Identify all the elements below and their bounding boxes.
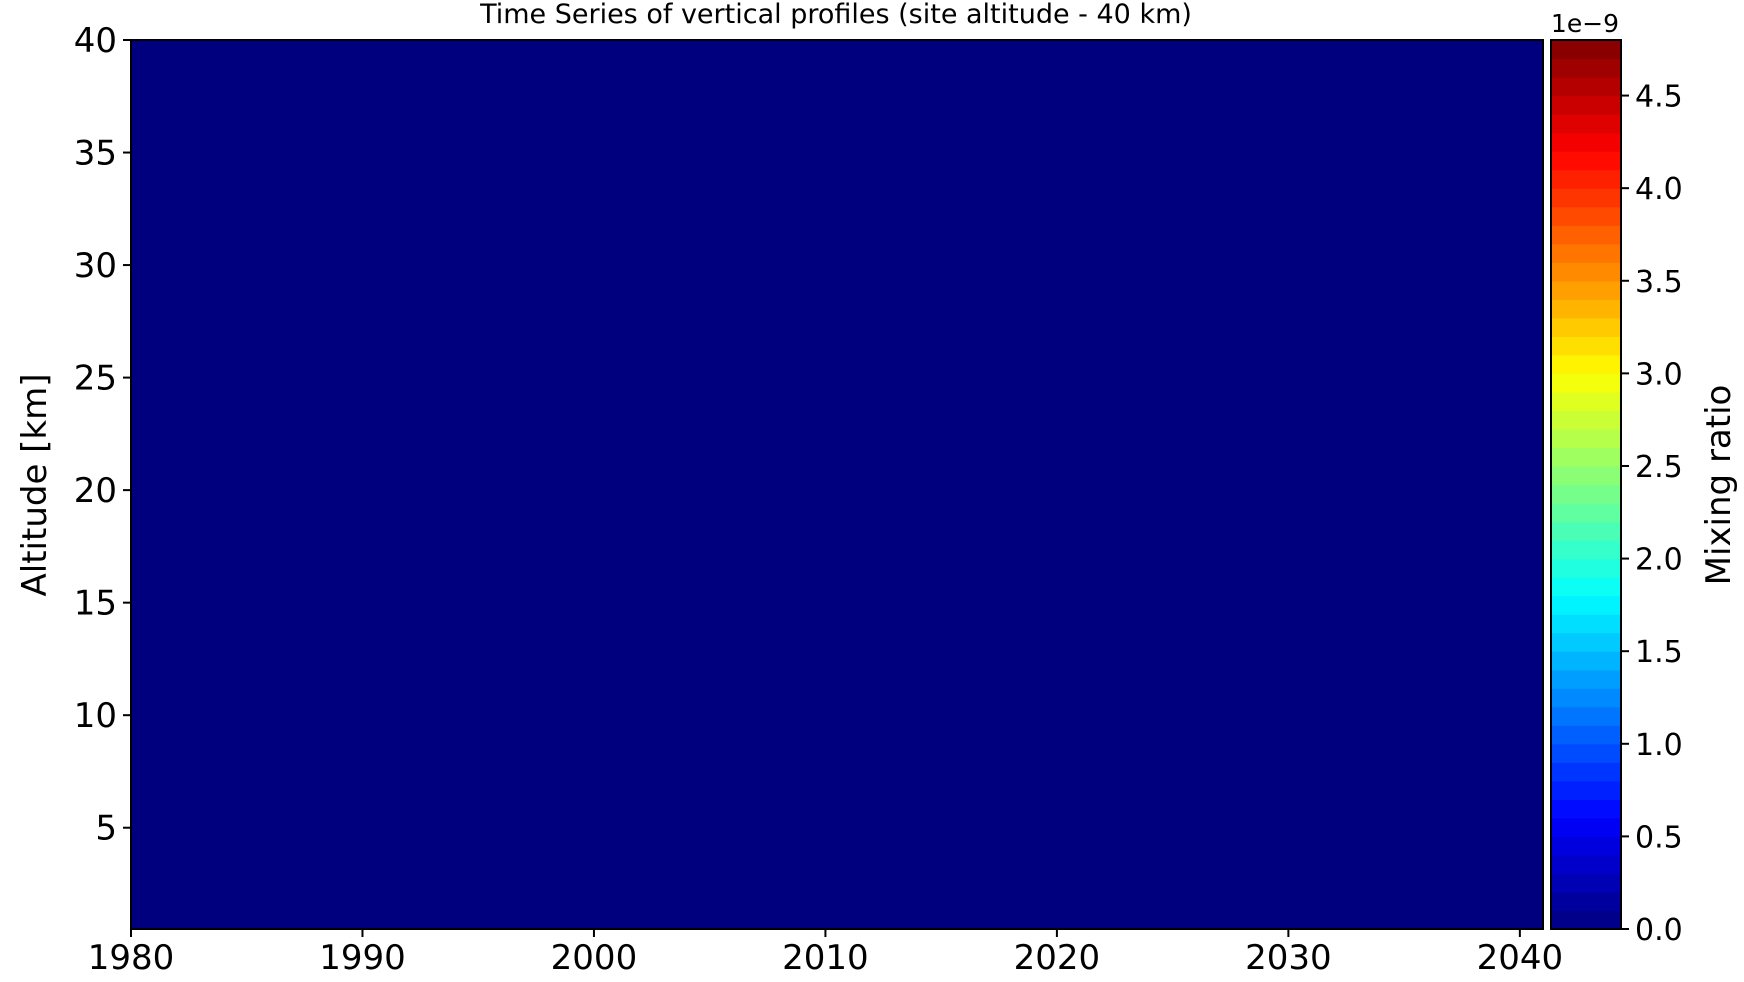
colorbar-band (1551, 428, 1621, 449)
colorbar-band (1551, 577, 1621, 597)
y-tick-label: 30 (74, 246, 117, 286)
heatmap-field (131, 40, 1543, 929)
colorbar-band (1551, 651, 1621, 671)
colorbar-band (1551, 780, 1621, 800)
colorbar-tick-label: 3.5 (1635, 265, 1683, 300)
colorbar-band (1551, 817, 1621, 837)
colorbar-band (1551, 614, 1621, 634)
colorbar-tick-label: 3.0 (1635, 357, 1683, 392)
colorbar-band (1551, 336, 1621, 356)
y-tick-label: 5 (95, 809, 117, 849)
colorbar-tick-label: 0.5 (1635, 820, 1683, 855)
colorbar-band (1551, 447, 1621, 467)
colorbar-band (1551, 854, 1621, 875)
colorbar-tick-label: 4.0 (1635, 172, 1683, 207)
colorbar-band (1551, 558, 1621, 578)
colorbar-band (1551, 725, 1621, 745)
x-tick-label: 1980 (88, 938, 175, 978)
colorbar-band (1551, 95, 1621, 115)
colorbar-band (1551, 743, 1621, 763)
colorbar-tick-label: 0.0 (1635, 913, 1683, 948)
colorbar-frame (1550, 39, 1622, 930)
x-tick-label: 2010 (782, 938, 869, 978)
y-tick-label: 20 (74, 471, 117, 511)
colorbar-band (1551, 595, 1621, 615)
x-tick-label: 2000 (551, 938, 638, 978)
colorbar-band (1551, 169, 1621, 189)
colorbar-band (1551, 391, 1621, 412)
x-tick-label: 2040 (1477, 938, 1564, 978)
colorbar-band (1551, 484, 1621, 504)
colorbar-band (1551, 114, 1621, 134)
colorbar-band (1551, 540, 1621, 560)
plot-frame (130, 39, 1544, 930)
y-tick-label: 35 (74, 134, 117, 174)
colorbar-band (1551, 706, 1621, 726)
y-tick-label: 25 (74, 359, 117, 399)
colorbar-tick-label: 2.0 (1635, 543, 1683, 578)
colorbar-band (1551, 40, 1621, 60)
colorbar-band (1551, 225, 1621, 245)
colorbar-band (1551, 58, 1621, 78)
x-tick-label: 1990 (319, 938, 406, 978)
colorbar-band (1551, 262, 1621, 282)
y-axis-label: Altitude [km] (15, 373, 55, 596)
colorbar-band (1551, 873, 1621, 893)
colorbar-band (1551, 521, 1621, 541)
colorbar-band (1551, 503, 1621, 523)
colorbar-band (1551, 77, 1621, 97)
colorbar-tick-label: 2.5 (1635, 450, 1683, 485)
x-tick-label: 2020 (1014, 938, 1101, 978)
colorbar-axis: 0.0 0.5 1.0 1.5 2.0 2.5 3.0 3.5 4.0 4.5 (1621, 80, 1683, 948)
y-tick-label: 15 (74, 584, 117, 624)
colorbar-band (1551, 836, 1621, 856)
colorbar-band (1551, 132, 1621, 152)
colorbar-band (1551, 317, 1621, 337)
colorbar-offset-text: 1e−9 (1551, 9, 1619, 38)
colorbar-tick-label: 1.0 (1635, 728, 1683, 763)
colorbar-band (1551, 280, 1621, 300)
colorbar-tick-label: 4.5 (1635, 80, 1683, 115)
colorbar-band (1551, 151, 1621, 171)
y-tick-label: 10 (74, 696, 117, 736)
colorbar-label: Mixing ratio (1699, 385, 1739, 586)
colorbar-band (1551, 762, 1621, 782)
colorbar-band (1551, 688, 1621, 708)
colorbar-band (1551, 299, 1621, 319)
colorbar-band (1551, 206, 1621, 226)
colorbar-band (1551, 465, 1621, 486)
colorbar-band (1551, 632, 1621, 652)
colorbar-band (1551, 373, 1621, 393)
x-tick-label: 2030 (1245, 938, 1332, 978)
chart-title: Time Series of vertical profiles (site a… (479, 0, 1192, 30)
colorbar-band (1551, 891, 1621, 912)
colorbar-band (1551, 243, 1621, 263)
colorbar-band (1551, 354, 1621, 374)
colorbar-band (1551, 669, 1621, 689)
colorbar (1551, 40, 1621, 930)
y-tick-label: 40 (74, 21, 117, 61)
colorbar-band (1551, 410, 1621, 430)
colorbar-tick-label: 1.5 (1635, 635, 1683, 670)
colorbar-band (1551, 799, 1621, 819)
colorbar-band (1551, 910, 1621, 930)
colorbar-band (1551, 188, 1621, 208)
x-axis: 1980 1990 2000 2010 2020 2030 2040 (88, 929, 1563, 978)
y-axis: 5 10 15 20 25 30 35 40 (74, 21, 131, 849)
